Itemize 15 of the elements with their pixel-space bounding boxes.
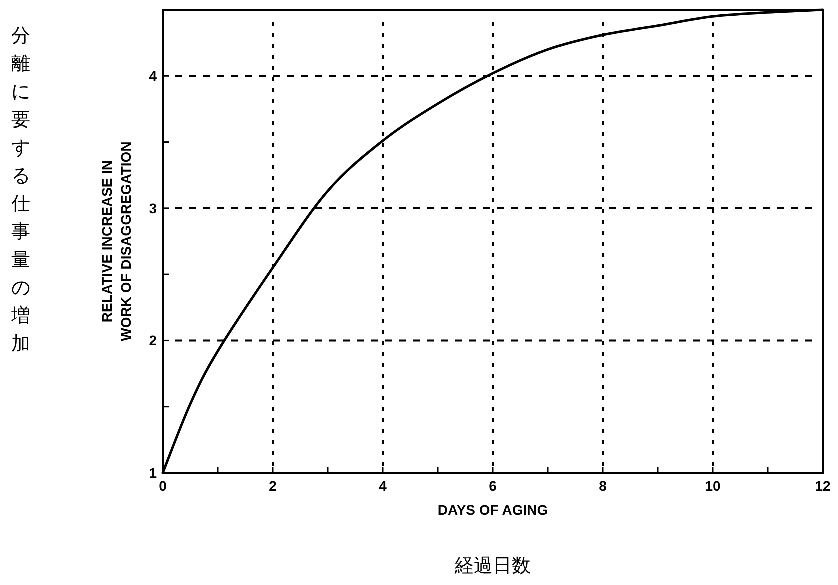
x-axis-title: DAYS OF AGING: [438, 502, 548, 518]
x-tick-label: 2: [269, 478, 278, 494]
x-tick-label: 6: [489, 478, 498, 494]
x-tick-label: 8: [599, 478, 608, 494]
text: 経過日数: [454, 555, 531, 577]
x-tick-label: 12: [815, 478, 831, 494]
y-tick-label: 4: [149, 68, 158, 84]
x-tick-label: 0: [159, 478, 168, 494]
text: 分離に要する仕事量の増加: [12, 25, 30, 355]
y-tick-label: 2: [149, 332, 158, 349]
x-tick-label: 10: [705, 478, 721, 494]
y-axis-title: RELATIVE INCREASE IN WORK OF DISAGGREGATION: [99, 142, 134, 342]
x-tick-label: 4: [379, 478, 388, 494]
y-tick-label: 1: [149, 465, 158, 481]
y-tick-label: 3: [149, 200, 158, 216]
